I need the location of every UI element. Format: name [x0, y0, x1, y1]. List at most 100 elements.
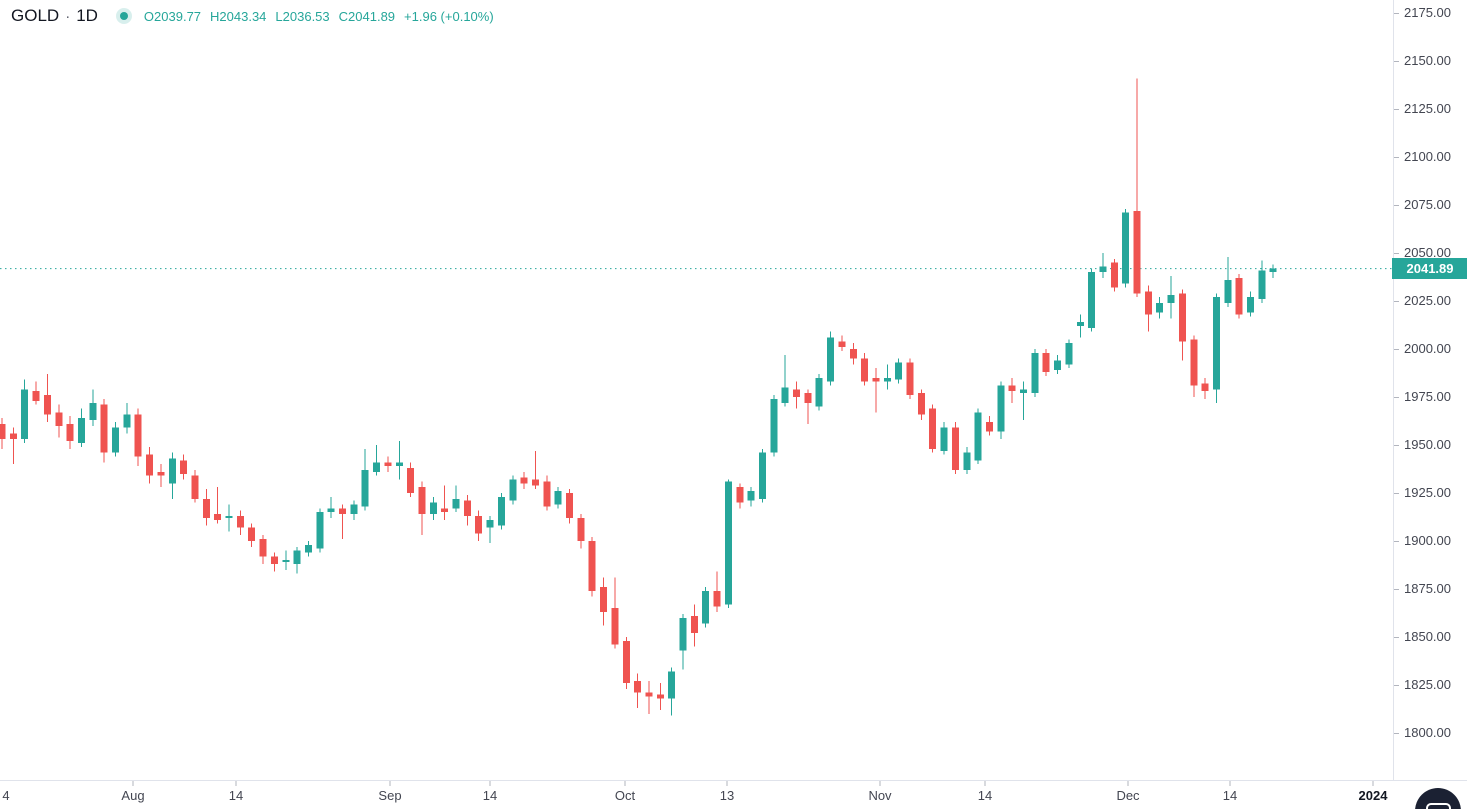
low-value: L2036.53 [275, 8, 330, 24]
time-axis[interactable]: 4 Aug 14 Sep 14 Oct 13 Nov 14 Dec 14 2024 [0, 780, 1467, 809]
candle-wick-up [1023, 381, 1024, 421]
candle-body-down [611, 608, 619, 645]
candle-body-up [168, 458, 176, 484]
candle-body-up [895, 362, 903, 380]
candle-body-up [815, 377, 823, 407]
tradingview-logo-button[interactable] [1415, 788, 1461, 809]
time-tick [1372, 781, 1374, 786]
candle-body-up [668, 671, 676, 699]
candle-body-down [1178, 293, 1186, 342]
price-tick [1394, 588, 1399, 590]
price-tick [1394, 684, 1399, 686]
candle-body-down [656, 694, 664, 699]
candle-body-up [1269, 268, 1277, 273]
price-tick-label: 1900.00 [1404, 533, 1451, 548]
candle-body-down [0, 423, 6, 440]
candle-body-down [566, 493, 573, 518]
time-tick-label: Dec [1116, 788, 1140, 803]
candle-body-down [66, 423, 74, 442]
candle-body-down [849, 349, 857, 359]
candle-body-up [373, 462, 381, 472]
candle-body-down [793, 389, 800, 397]
candle-body-down [985, 421, 993, 432]
candle-wick-down [217, 487, 219, 524]
time-tick-label: 14 [977, 788, 993, 803]
candle-body-down [259, 539, 267, 557]
candle-body-down [339, 508, 346, 515]
candle-body-up [395, 462, 403, 467]
candle-body-up [327, 508, 335, 513]
camera-icon [1425, 803, 1451, 809]
symbol-legend[interactable]: GOLD · 1D O2039.77 H2043.34 L2036.53 C20… [11, 5, 494, 27]
time-tick [132, 781, 134, 786]
candle-body-up [1122, 212, 1130, 284]
candle-body-down [463, 500, 471, 517]
candle-body-up [997, 385, 1005, 432]
candle-body-down [180, 460, 188, 474]
candle-body-up [112, 427, 119, 453]
candle-body-down [634, 681, 642, 693]
candle-body-up [497, 496, 505, 526]
price-tick-label: 1925.00 [1404, 485, 1451, 500]
candle-body-up [1031, 352, 1039, 394]
candle-body-down [588, 541, 596, 591]
candle-body-up [1076, 322, 1084, 326]
candle-body-down [214, 514, 222, 520]
symbol-name[interactable]: GOLD [11, 6, 60, 25]
candle-wick-up [489, 516, 491, 543]
price-tick [1394, 540, 1399, 542]
candle-body-up [883, 377, 891, 382]
candle-wick-down [807, 389, 809, 424]
candle-body-up [1156, 302, 1164, 313]
market-status-dot-icon [115, 8, 132, 24]
last-price-badge: 2041.89 [1392, 258, 1467, 280]
candle-body-down [736, 487, 744, 503]
candle-body-up [724, 481, 732, 605]
candle-body-up [77, 418, 85, 444]
candle-wick-down [875, 368, 877, 413]
time-tick [726, 781, 728, 786]
candle-body-down [441, 508, 449, 513]
candle-wick-down [444, 485, 446, 520]
time-tick [879, 781, 881, 786]
price-tick-label: 2150.00 [1404, 53, 1451, 68]
candle-body-up [21, 389, 29, 440]
price-tick [1394, 108, 1399, 110]
time-tick [489, 781, 491, 786]
candle-body-down [475, 516, 483, 534]
candle-body-down [43, 395, 51, 415]
candle-body-up [1088, 272, 1096, 328]
candle-body-down [270, 556, 278, 565]
candle-body-down [872, 377, 880, 382]
price-axis[interactable]: 2041.89 2175.00 2150.00 2125.00 2100.00 2075… [1392, 0, 1467, 780]
candle-body-down [929, 408, 937, 449]
time-tick-label: Oct [614, 788, 636, 803]
candle-body-up [679, 617, 687, 651]
open-value: O2039.77 [143, 8, 202, 24]
price-tick-label: 1800.00 [1404, 725, 1451, 740]
timeframe-label[interactable]: 1D [76, 6, 98, 25]
candlestick-chart[interactable] [0, 0, 1393, 780]
price-tick-label: 2075.00 [1404, 197, 1451, 212]
price-tick [1394, 12, 1399, 14]
time-tick [1127, 781, 1129, 786]
price-tick-label: 2100.00 [1404, 149, 1451, 164]
candle-body-down [861, 358, 869, 382]
candle-wick-down [534, 450, 536, 490]
time-tick [235, 781, 237, 786]
time-tick-label: Aug [121, 788, 145, 803]
candle-body-up [1258, 270, 1266, 300]
candle-body-up [1099, 266, 1107, 273]
candle-body-down [100, 404, 108, 453]
price-tick [1394, 204, 1399, 206]
candle-body-down [690, 615, 698, 634]
price-tick [1394, 300, 1399, 302]
candle-body-up [963, 452, 971, 470]
candle-body-up [89, 402, 97, 421]
candle-wick-down [160, 464, 162, 488]
price-tick-label: 1950.00 [1404, 437, 1451, 452]
candle-body-down [1190, 339, 1198, 386]
candle-body-down [804, 393, 812, 403]
candle-body-up [486, 519, 494, 528]
